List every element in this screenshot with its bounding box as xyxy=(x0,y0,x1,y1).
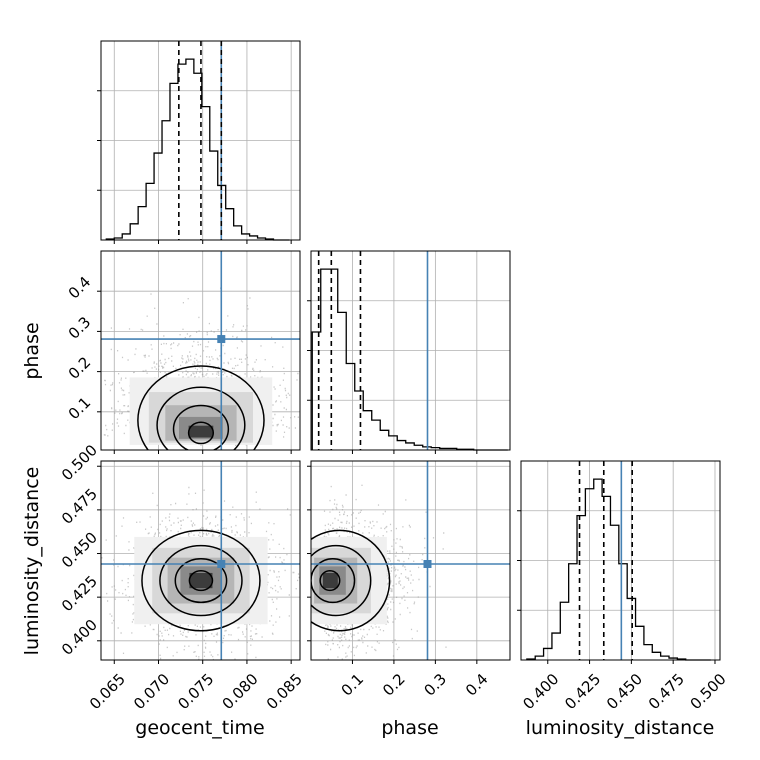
hist-geocent-time-frame xyxy=(100,40,301,241)
bottom-phase-xtick-label-3: 0.4 xyxy=(462,670,492,700)
bottom-luminosity-distance-xtick-label-3: 0.475 xyxy=(645,670,688,713)
hist-geocent-time-histogram-steps xyxy=(105,58,290,241)
x-axis-label-geocent-time: geocent_time xyxy=(135,717,264,739)
bottom-luminosity-distance-xtick-label-0: 0.400 xyxy=(519,670,562,713)
panel-luminosity-distance-vs-geocent-time-contour-3 xyxy=(188,570,214,592)
bottom-phase-xtick-label-2: 0.3 xyxy=(421,670,451,700)
panel-phase-vs-geocent-time-contour-1 xyxy=(156,386,246,450)
panel-luminosity-distance-vs-geocent-time-plot-area xyxy=(101,461,300,660)
panel-luminosity-distance-vs-geocent-time-contour-2 xyxy=(174,558,228,604)
left-luminosity-distance-ytick-label-1: 0.425 xyxy=(58,572,101,615)
panel-luminosity-distance-vs-phase-plot-area xyxy=(311,461,510,660)
hist-phase-histogram-steps xyxy=(311,268,508,451)
left-phase-ytick-label-2: 0.3 xyxy=(65,313,95,343)
bottom-phase-xtick-label-0: 0.1 xyxy=(338,670,368,700)
panel-luminosity-distance-vs-phase-contour-0 xyxy=(311,529,391,632)
left-luminosity-distance-ytick-label-3: 0.475 xyxy=(58,485,101,528)
panel-luminosity-distance-vs-geocent-time-frame xyxy=(100,460,301,661)
bottom-geocent-time-xtick-label-0: 0.065 xyxy=(86,670,129,713)
bottom-luminosity-distance-xtick-label-4: 0.500 xyxy=(687,670,730,713)
panel-luminosity-distance-vs-geocent-time-contour-0 xyxy=(141,529,261,632)
hist-luminosity-distance-histogram-steps xyxy=(526,478,711,661)
left-luminosity-distance-ytick-label-4: 0.500 xyxy=(58,441,101,484)
y-axis-label-phase: phase xyxy=(21,322,43,379)
left-phase-ytick-label-0: 0.1 xyxy=(65,393,95,423)
hist-phase-frame xyxy=(310,250,511,451)
bottom-geocent-time-xtick-label-2: 0.075 xyxy=(174,670,217,713)
panel-luminosity-distance-vs-geocent-time-density-block-4 xyxy=(189,572,213,589)
bottom-geocent-time-xtick-label-3: 0.080 xyxy=(219,670,262,713)
panel-luminosity-distance-vs-phase-frame xyxy=(310,460,511,661)
left-luminosity-distance-ytick-label-2: 0.450 xyxy=(58,528,101,571)
bottom-geocent-time-xtick-label-1: 0.070 xyxy=(130,670,173,713)
y-axis-label-luminosity-distance: luminosity_distance xyxy=(21,467,43,656)
left-phase-ytick-label-3: 0.4 xyxy=(65,273,95,303)
x-axis-label-luminosity-distance: luminosity_distance xyxy=(526,717,715,739)
left-luminosity-distance-ytick-label-0: 0.400 xyxy=(58,616,101,659)
panel-luminosity-distance-vs-phase-contour-3 xyxy=(319,570,341,592)
panel-phase-vs-geocent-time-contour-0 xyxy=(137,365,265,450)
hist-luminosity-distance-frame xyxy=(520,460,721,661)
panel-phase-vs-geocent-time-density-block-4 xyxy=(188,425,214,438)
panel-phase-vs-geocent-time-frame xyxy=(100,250,301,451)
panel-luminosity-distance-vs-phase-contour-2 xyxy=(311,558,356,604)
panel-phase-vs-geocent-time-contour-3 xyxy=(187,421,215,445)
x-axis-label-phase: phase xyxy=(381,717,438,739)
panel-luminosity-distance-vs-phase-density-block-4 xyxy=(322,572,338,589)
panel-phase-vs-geocent-time-injection-marker xyxy=(217,335,226,344)
bottom-luminosity-distance-xtick-label-2: 0.450 xyxy=(603,670,646,713)
left-phase-ytick-label-1: 0.2 xyxy=(65,353,95,383)
panel-luminosity-distance-vs-geocent-time-injection-marker xyxy=(217,559,226,568)
axes-layer: 0.065 0.070 0.075 0.080 0.085 0.1 0.2 0.3 0.4 0.4… xyxy=(58,40,730,713)
bottom-luminosity-distance-xtick-label-1: 0.425 xyxy=(561,670,604,713)
panel-luminosity-distance-vs-geocent-time-contour-1 xyxy=(159,544,243,617)
panel-luminosity-distance-vs-phase-injection-marker xyxy=(423,559,432,568)
panel-phase-vs-geocent-time-plot-area xyxy=(101,251,300,450)
panel-luminosity-distance-vs-phase-contour-1 xyxy=(311,544,372,617)
panel-phase-vs-geocent-time-contour-2 xyxy=(172,404,230,450)
bottom-phase-xtick-label-1: 0.2 xyxy=(379,670,409,700)
bottom-geocent-time-xtick-label-4: 0.085 xyxy=(263,670,306,713)
axis-labels-layer: geocent_time phase luminosity_distance p… xyxy=(21,322,714,739)
